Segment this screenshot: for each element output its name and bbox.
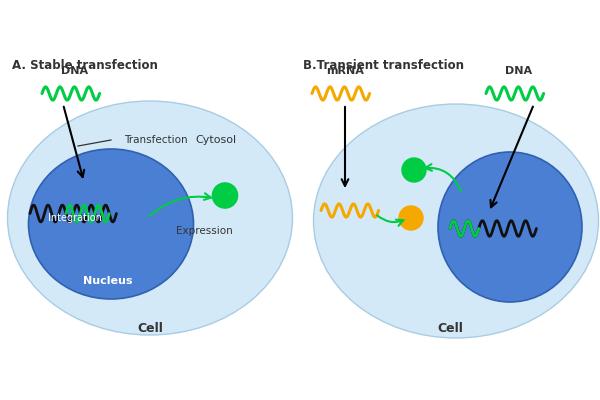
Circle shape	[212, 183, 238, 208]
Circle shape	[399, 206, 423, 230]
Text: A. Stable transfection: A. Stable transfection	[12, 59, 158, 72]
Text: Cell: Cell	[437, 322, 463, 336]
Ellipse shape	[29, 149, 193, 299]
Text: Integration: Integration	[48, 213, 102, 223]
Text: B.Transient transfection: B.Transient transfection	[303, 59, 464, 72]
Text: Expression: Expression	[176, 226, 232, 236]
Text: Transfection: Transfection	[124, 135, 188, 145]
Text: DNA: DNA	[505, 66, 533, 76]
Ellipse shape	[438, 152, 582, 302]
Circle shape	[402, 158, 426, 182]
Text: Cell: Cell	[137, 322, 163, 336]
Ellipse shape	[314, 104, 599, 338]
Text: Nucleus: Nucleus	[83, 276, 133, 286]
Ellipse shape	[7, 101, 293, 335]
Text: mRNA: mRNA	[326, 66, 364, 76]
Text: DNA: DNA	[61, 66, 89, 76]
Text: Cytosol: Cytosol	[196, 135, 236, 145]
